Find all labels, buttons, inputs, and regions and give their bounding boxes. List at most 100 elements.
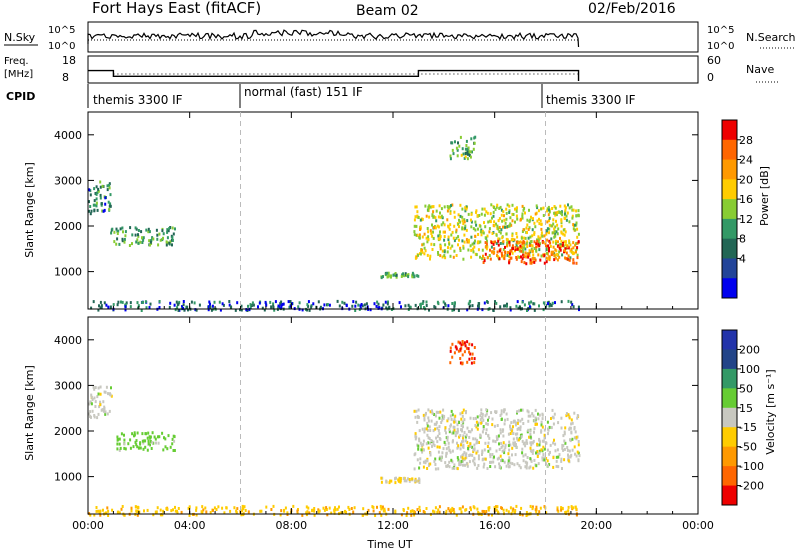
data-cell	[527, 255, 530, 259]
data-cell	[474, 239, 476, 243]
data-cell	[552, 465, 555, 469]
data-cell	[386, 302, 389, 306]
data-cell	[576, 256, 579, 260]
data-cell	[479, 230, 482, 234]
data-cell	[494, 300, 496, 304]
data-cell	[489, 248, 491, 252]
data-cell	[502, 410, 505, 414]
data-cell	[459, 203, 462, 207]
data-cell	[512, 238, 515, 241]
data-cell	[524, 247, 527, 251]
data-cell	[527, 236, 530, 240]
data-cell	[462, 408, 465, 412]
data-cell	[503, 448, 506, 452]
data-cell	[457, 141, 459, 145]
data-cell	[528, 466, 531, 470]
data-cell	[559, 211, 562, 214]
data-cell	[217, 505, 220, 509]
data-cell	[549, 450, 551, 454]
data-cell	[540, 420, 543, 424]
data-cell	[123, 438, 126, 442]
data-cell	[495, 435, 498, 439]
data-cell	[508, 209, 511, 213]
data-cell	[95, 204, 98, 208]
data-cell	[565, 218, 568, 222]
data-cell	[118, 242, 121, 246]
data-cell	[530, 443, 533, 447]
data-cell	[489, 465, 492, 468]
data-cell	[162, 232, 165, 236]
data-cell	[527, 410, 530, 414]
data-cell	[545, 232, 548, 236]
data-cell	[440, 214, 443, 218]
data-cell	[505, 412, 508, 416]
data-cell	[499, 242, 502, 245]
data-cell	[419, 305, 422, 309]
data-cell	[473, 357, 476, 361]
data-cell	[541, 425, 544, 429]
data-cell	[234, 308, 237, 312]
data-cell	[146, 448, 149, 452]
data-cell	[450, 409, 453, 413]
data-cell	[572, 261, 575, 265]
data-cell	[400, 305, 402, 309]
data-cell	[461, 340, 464, 343]
data-cell	[425, 300, 428, 304]
data-cell	[466, 440, 469, 444]
data-cell	[520, 255, 522, 259]
data-cell	[523, 206, 526, 210]
data-cell	[495, 205, 498, 209]
data-cell	[521, 417, 524, 421]
data-cell	[477, 454, 480, 458]
data-cell	[503, 304, 505, 308]
data-cell	[570, 418, 573, 422]
data-cell	[498, 442, 500, 446]
data-cell	[339, 511, 342, 515]
data-cell	[530, 300, 533, 304]
data-cell	[144, 300, 147, 304]
data-cell	[326, 303, 329, 307]
data-cell	[97, 189, 100, 193]
data-cell	[417, 274, 420, 278]
data-cell	[93, 396, 96, 400]
data-cell	[569, 243, 572, 247]
data-cell	[390, 479, 393, 483]
data-cell	[556, 506, 559, 510]
data-cell	[437, 410, 440, 414]
data-cell	[480, 233, 483, 237]
data-cell	[111, 227, 114, 231]
data-cell	[564, 210, 567, 214]
data-cell	[434, 467, 437, 471]
data-cell	[479, 255, 481, 259]
data-cell	[125, 301, 128, 305]
data-cell	[95, 509, 98, 513]
data-cell	[178, 300, 181, 304]
data-cell	[100, 305, 103, 309]
data-cell	[572, 305, 575, 309]
data-cell	[394, 481, 397, 485]
data-cell	[481, 229, 484, 233]
data-cell	[115, 242, 118, 246]
data-cell	[467, 248, 470, 252]
data-cell	[464, 226, 467, 230]
data-cell	[461, 411, 464, 415]
data-cell	[123, 513, 126, 517]
data-cell	[530, 215, 532, 219]
data-cell	[426, 428, 429, 432]
data-cell	[441, 451, 444, 455]
data-cell	[552, 456, 555, 460]
data-cell	[575, 507, 578, 511]
data-cell	[489, 453, 492, 457]
data-cell	[296, 509, 299, 513]
data-cell	[566, 211, 569, 215]
data-cell	[541, 234, 544, 238]
velocity-colorbar-label: Velocity [m s⁻¹]	[764, 369, 777, 454]
data-cell	[414, 437, 417, 441]
data-cell	[536, 422, 538, 426]
data-cell	[529, 240, 532, 244]
data-cell	[439, 211, 441, 215]
data-cell	[454, 414, 457, 418]
data-cell	[508, 440, 511, 444]
data-cell	[546, 209, 549, 213]
data-cell	[567, 299, 570, 303]
